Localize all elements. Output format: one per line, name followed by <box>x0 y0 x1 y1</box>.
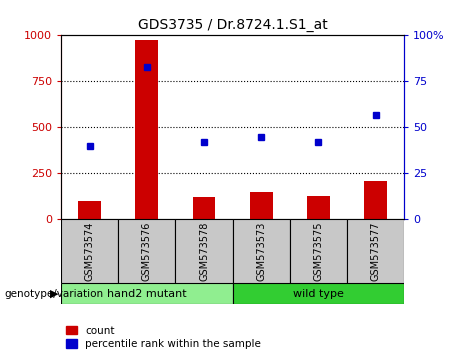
Bar <box>61 283 233 304</box>
Bar <box>233 219 290 283</box>
Bar <box>347 219 404 283</box>
Text: GSM573574: GSM573574 <box>85 222 94 281</box>
Text: GSM573577: GSM573577 <box>371 222 381 281</box>
Text: GSM573575: GSM573575 <box>313 222 323 281</box>
Bar <box>250 192 273 219</box>
Text: hand2 mutant: hand2 mutant <box>107 289 187 299</box>
Bar <box>307 195 330 219</box>
Bar <box>118 219 175 283</box>
Bar <box>78 201 101 219</box>
Bar <box>61 219 118 283</box>
Text: GSM573573: GSM573573 <box>256 222 266 281</box>
Bar <box>364 181 387 219</box>
Text: genotype/variation: genotype/variation <box>5 289 104 299</box>
Bar <box>135 40 158 219</box>
Bar <box>193 198 215 219</box>
Text: wild type: wild type <box>293 289 344 299</box>
Bar <box>175 219 233 283</box>
Text: GSM573576: GSM573576 <box>142 222 152 281</box>
Text: ▶: ▶ <box>50 289 59 299</box>
Bar <box>233 283 404 304</box>
Bar <box>290 219 347 283</box>
Title: GDS3735 / Dr.8724.1.S1_at: GDS3735 / Dr.8724.1.S1_at <box>138 18 328 32</box>
Legend: count, percentile rank within the sample: count, percentile rank within the sample <box>66 326 261 349</box>
Text: GSM573578: GSM573578 <box>199 222 209 281</box>
